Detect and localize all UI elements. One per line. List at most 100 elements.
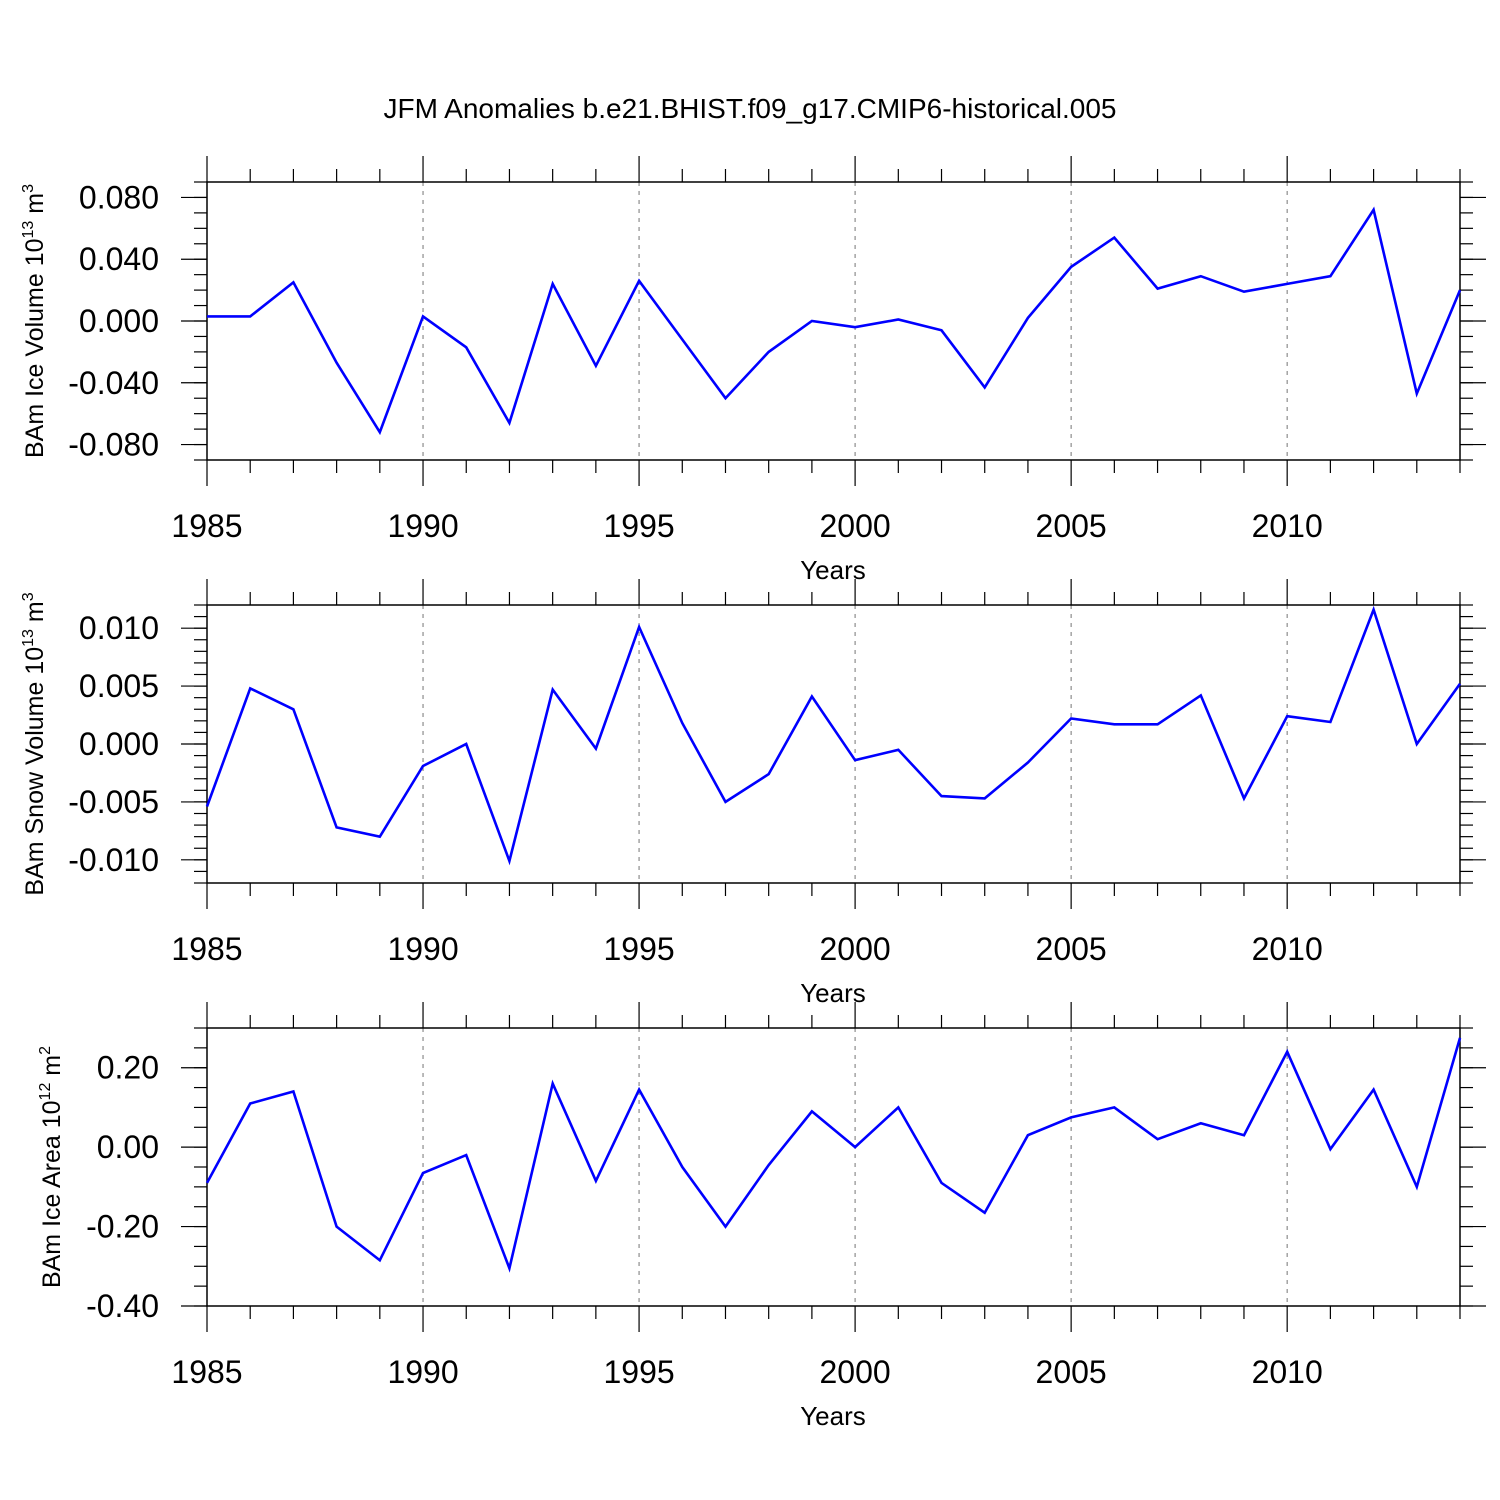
x-axis-label: Years xyxy=(800,555,866,585)
data-point xyxy=(1112,722,1116,726)
data-point xyxy=(810,695,814,699)
plot-frame xyxy=(206,1027,1461,1307)
data-point xyxy=(983,385,987,389)
y-tick-label: 0.010 xyxy=(79,610,159,646)
y-tick-label: 0.000 xyxy=(79,726,159,762)
x-tick-label: 1985 xyxy=(171,931,242,967)
figure-title: JFM Anomalies b.e21.BHIST.f09_g17.CMIP6-… xyxy=(383,93,1116,124)
data-point xyxy=(1285,282,1289,286)
data-point xyxy=(1156,287,1160,291)
x-tick-label: 1985 xyxy=(171,1354,242,1390)
data-point xyxy=(1415,742,1419,746)
x-tick-label: 1995 xyxy=(603,1354,674,1390)
data-point xyxy=(1328,720,1332,724)
data-point xyxy=(248,1101,252,1105)
y-tick-label: -0.40 xyxy=(86,1288,159,1324)
data-point xyxy=(551,1082,555,1086)
data-point xyxy=(680,338,684,342)
data-point xyxy=(464,742,468,746)
plot-frame xyxy=(206,181,1461,461)
data-point xyxy=(464,345,468,349)
data-point xyxy=(1372,208,1376,212)
data-point xyxy=(1458,1036,1462,1040)
data-point xyxy=(1026,1133,1030,1137)
data-point xyxy=(896,748,900,752)
data-point xyxy=(551,688,555,692)
data-point xyxy=(335,361,339,365)
x-tick-label: 2005 xyxy=(1036,1354,1107,1390)
data-point xyxy=(1112,236,1116,240)
panels: 1985 1990 1995 2000 2005 2010 Years -0.080 -0.04… xyxy=(20,156,1486,1431)
data-point xyxy=(940,328,944,332)
data-point xyxy=(507,421,511,425)
data-point xyxy=(853,325,857,329)
x-tick-label: 2010 xyxy=(1252,931,1323,967)
data-point xyxy=(594,364,598,368)
data-point xyxy=(767,772,771,776)
data-point xyxy=(335,825,339,829)
data-point xyxy=(378,835,382,839)
chart-panel-1: 1985 1990 1995 2000 2005 2010 Years -0.080 -0.04… xyxy=(20,156,1486,585)
data-point xyxy=(983,796,987,800)
y-tick-label: -0.005 xyxy=(68,784,159,820)
data-point xyxy=(205,805,209,809)
data-point xyxy=(1415,392,1419,396)
x-tick-label: 1995 xyxy=(603,931,674,967)
y-tick-label: 0.040 xyxy=(79,241,159,277)
data-point xyxy=(1328,274,1332,278)
y-axis-label-unit: m xyxy=(21,193,49,221)
data-point xyxy=(810,319,814,323)
data-point xyxy=(291,707,295,711)
y-axis-label-unit: m xyxy=(38,1055,66,1083)
x-tick-label: 2000 xyxy=(820,1354,891,1390)
data-point xyxy=(723,1225,727,1229)
x-tick-label: 2000 xyxy=(820,508,891,544)
data-point xyxy=(767,350,771,354)
y-axis-label-exponent: 13 xyxy=(20,221,37,239)
data-point xyxy=(1069,717,1073,721)
data-point xyxy=(637,625,641,629)
data-point xyxy=(853,758,857,762)
data-point xyxy=(637,1088,641,1092)
data-point xyxy=(507,1266,511,1270)
y-tick-label: 0.005 xyxy=(79,668,159,704)
x-tick-label: 1990 xyxy=(387,508,458,544)
data-point xyxy=(507,859,511,863)
chart-panel-2: 1985 1990 1995 2000 2005 2010 Years -0.010 -0.00… xyxy=(20,579,1486,1008)
data-point xyxy=(1069,1115,1073,1119)
chart-panel-3: 1985 1990 1995 2000 2005 2010 Years -0.40 -0.20 0… xyxy=(37,1002,1486,1431)
y-axis-label: BAm Ice Volume 1013 m3 xyxy=(20,184,49,458)
data-point xyxy=(680,1165,684,1169)
x-tick-label: 1995 xyxy=(603,508,674,544)
data-point xyxy=(1372,1088,1376,1092)
y-axis-label-unit: m xyxy=(21,601,49,629)
data-point xyxy=(680,721,684,725)
y-axis-label-unit-exponent: 3 xyxy=(20,592,37,601)
data-point xyxy=(1242,1133,1246,1137)
data-point xyxy=(810,1109,814,1113)
data-point xyxy=(594,1179,598,1183)
x-tick-label: 2000 xyxy=(820,931,891,967)
series-line xyxy=(205,605,1462,866)
y-axis-label-text: BAm Ice Volume 10 xyxy=(21,238,49,458)
data-point xyxy=(421,764,425,768)
data-point xyxy=(853,1145,857,1149)
data-point xyxy=(1285,1050,1289,1054)
y-axis-label-unit-exponent: 2 xyxy=(37,1046,54,1055)
y-tick-label: -0.080 xyxy=(68,427,159,463)
data-point xyxy=(896,317,900,321)
data-point xyxy=(378,430,382,434)
data-point xyxy=(205,1181,209,1185)
data-point xyxy=(464,1153,468,1157)
data-point xyxy=(1328,1147,1332,1151)
data-point xyxy=(940,1181,944,1185)
y-tick-label: 0.20 xyxy=(97,1050,159,1086)
y-axis-label-text: BAm Snow Volume 10 xyxy=(21,647,49,896)
x-tick-label: 2005 xyxy=(1036,931,1107,967)
data-point xyxy=(1458,682,1462,686)
data-point xyxy=(205,314,209,318)
series-line xyxy=(205,1037,1462,1273)
x-axis-label: Years xyxy=(800,978,866,1008)
series-line xyxy=(207,206,1462,436)
